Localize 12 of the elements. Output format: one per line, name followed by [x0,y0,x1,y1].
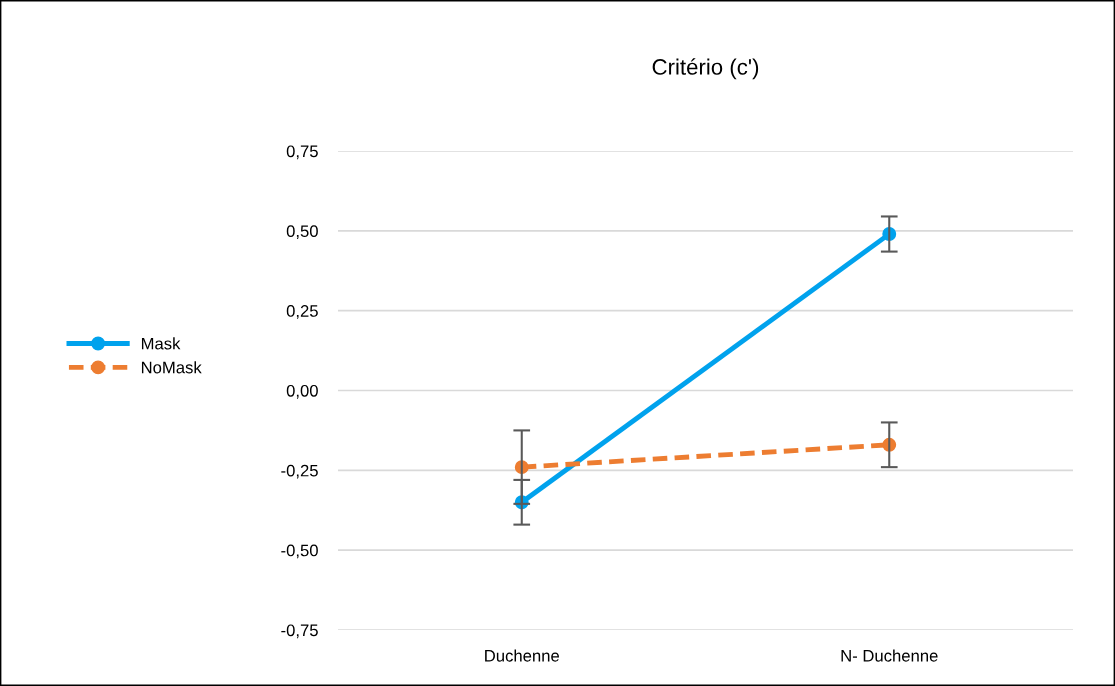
y-tick-label: 0,25 [286,305,318,319]
y-tick-label: 0,00 [286,384,318,399]
x-tick-label: N- Duchenne [841,649,938,662]
chart-title: Critério (c') [652,58,759,80]
y-tick-label: 0,75 [286,145,318,160]
legend-label: NoMask [141,361,202,374]
x-tick-label: Duchenne [485,649,559,662]
y-tick-label: -0,50 [281,544,318,559]
y-tick-label: 0,50 [286,225,318,240]
y-tick-label: -0,75 [281,624,318,639]
legend-label: Mask [141,337,181,350]
y-tick-label: -0,25 [281,464,318,479]
